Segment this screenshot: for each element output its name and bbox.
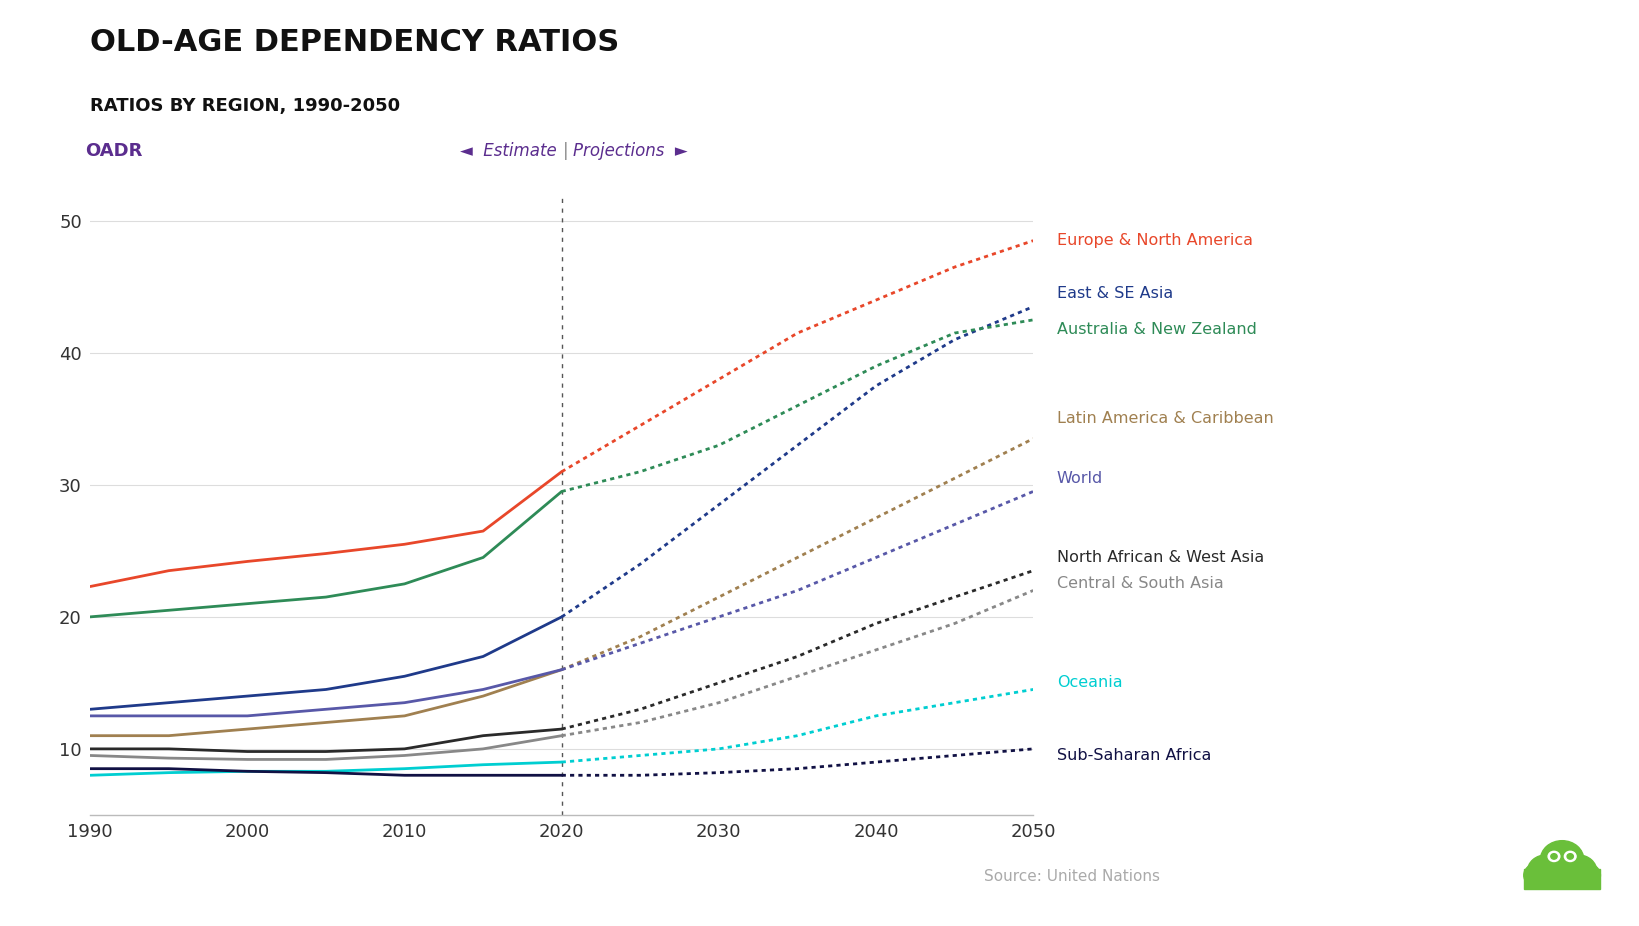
Text: Latin America & Caribbean: Latin America & Caribbean — [1056, 411, 1274, 426]
Circle shape — [1539, 841, 1583, 879]
Text: Oceania: Oceania — [1056, 675, 1121, 691]
Text: World: World — [1056, 470, 1103, 486]
Circle shape — [1523, 863, 1550, 887]
Circle shape — [1526, 855, 1564, 888]
Text: East & SE Asia: East & SE Asia — [1056, 286, 1172, 301]
Circle shape — [1550, 854, 1555, 859]
Text: Source: United Nations: Source: United Nations — [983, 870, 1159, 884]
Text: ◄  Estimate: ◄ Estimate — [461, 143, 557, 160]
Text: |: | — [562, 143, 569, 160]
Circle shape — [1547, 851, 1559, 861]
Bar — [1523, 870, 1600, 889]
Text: North African & West Asia: North African & West Asia — [1056, 550, 1264, 565]
Text: Sub-Saharan Africa: Sub-Saharan Africa — [1056, 748, 1211, 763]
Text: Europe & North America: Europe & North America — [1056, 233, 1252, 248]
Text: RATIOS BY REGION, 1990-2050: RATIOS BY REGION, 1990-2050 — [90, 97, 400, 115]
Text: Central & South Asia: Central & South Asia — [1056, 576, 1223, 592]
Text: Australia & New Zealand: Australia & New Zealand — [1056, 321, 1255, 337]
Circle shape — [1567, 854, 1572, 859]
Circle shape — [1564, 851, 1575, 861]
Circle shape — [1572, 863, 1600, 887]
Text: OLD-AGE DEPENDENCY RATIOS: OLD-AGE DEPENDENCY RATIOS — [90, 28, 620, 56]
Circle shape — [1559, 855, 1596, 888]
Text: Projections  ►: Projections ► — [572, 143, 687, 160]
Text: OADR: OADR — [85, 143, 143, 160]
